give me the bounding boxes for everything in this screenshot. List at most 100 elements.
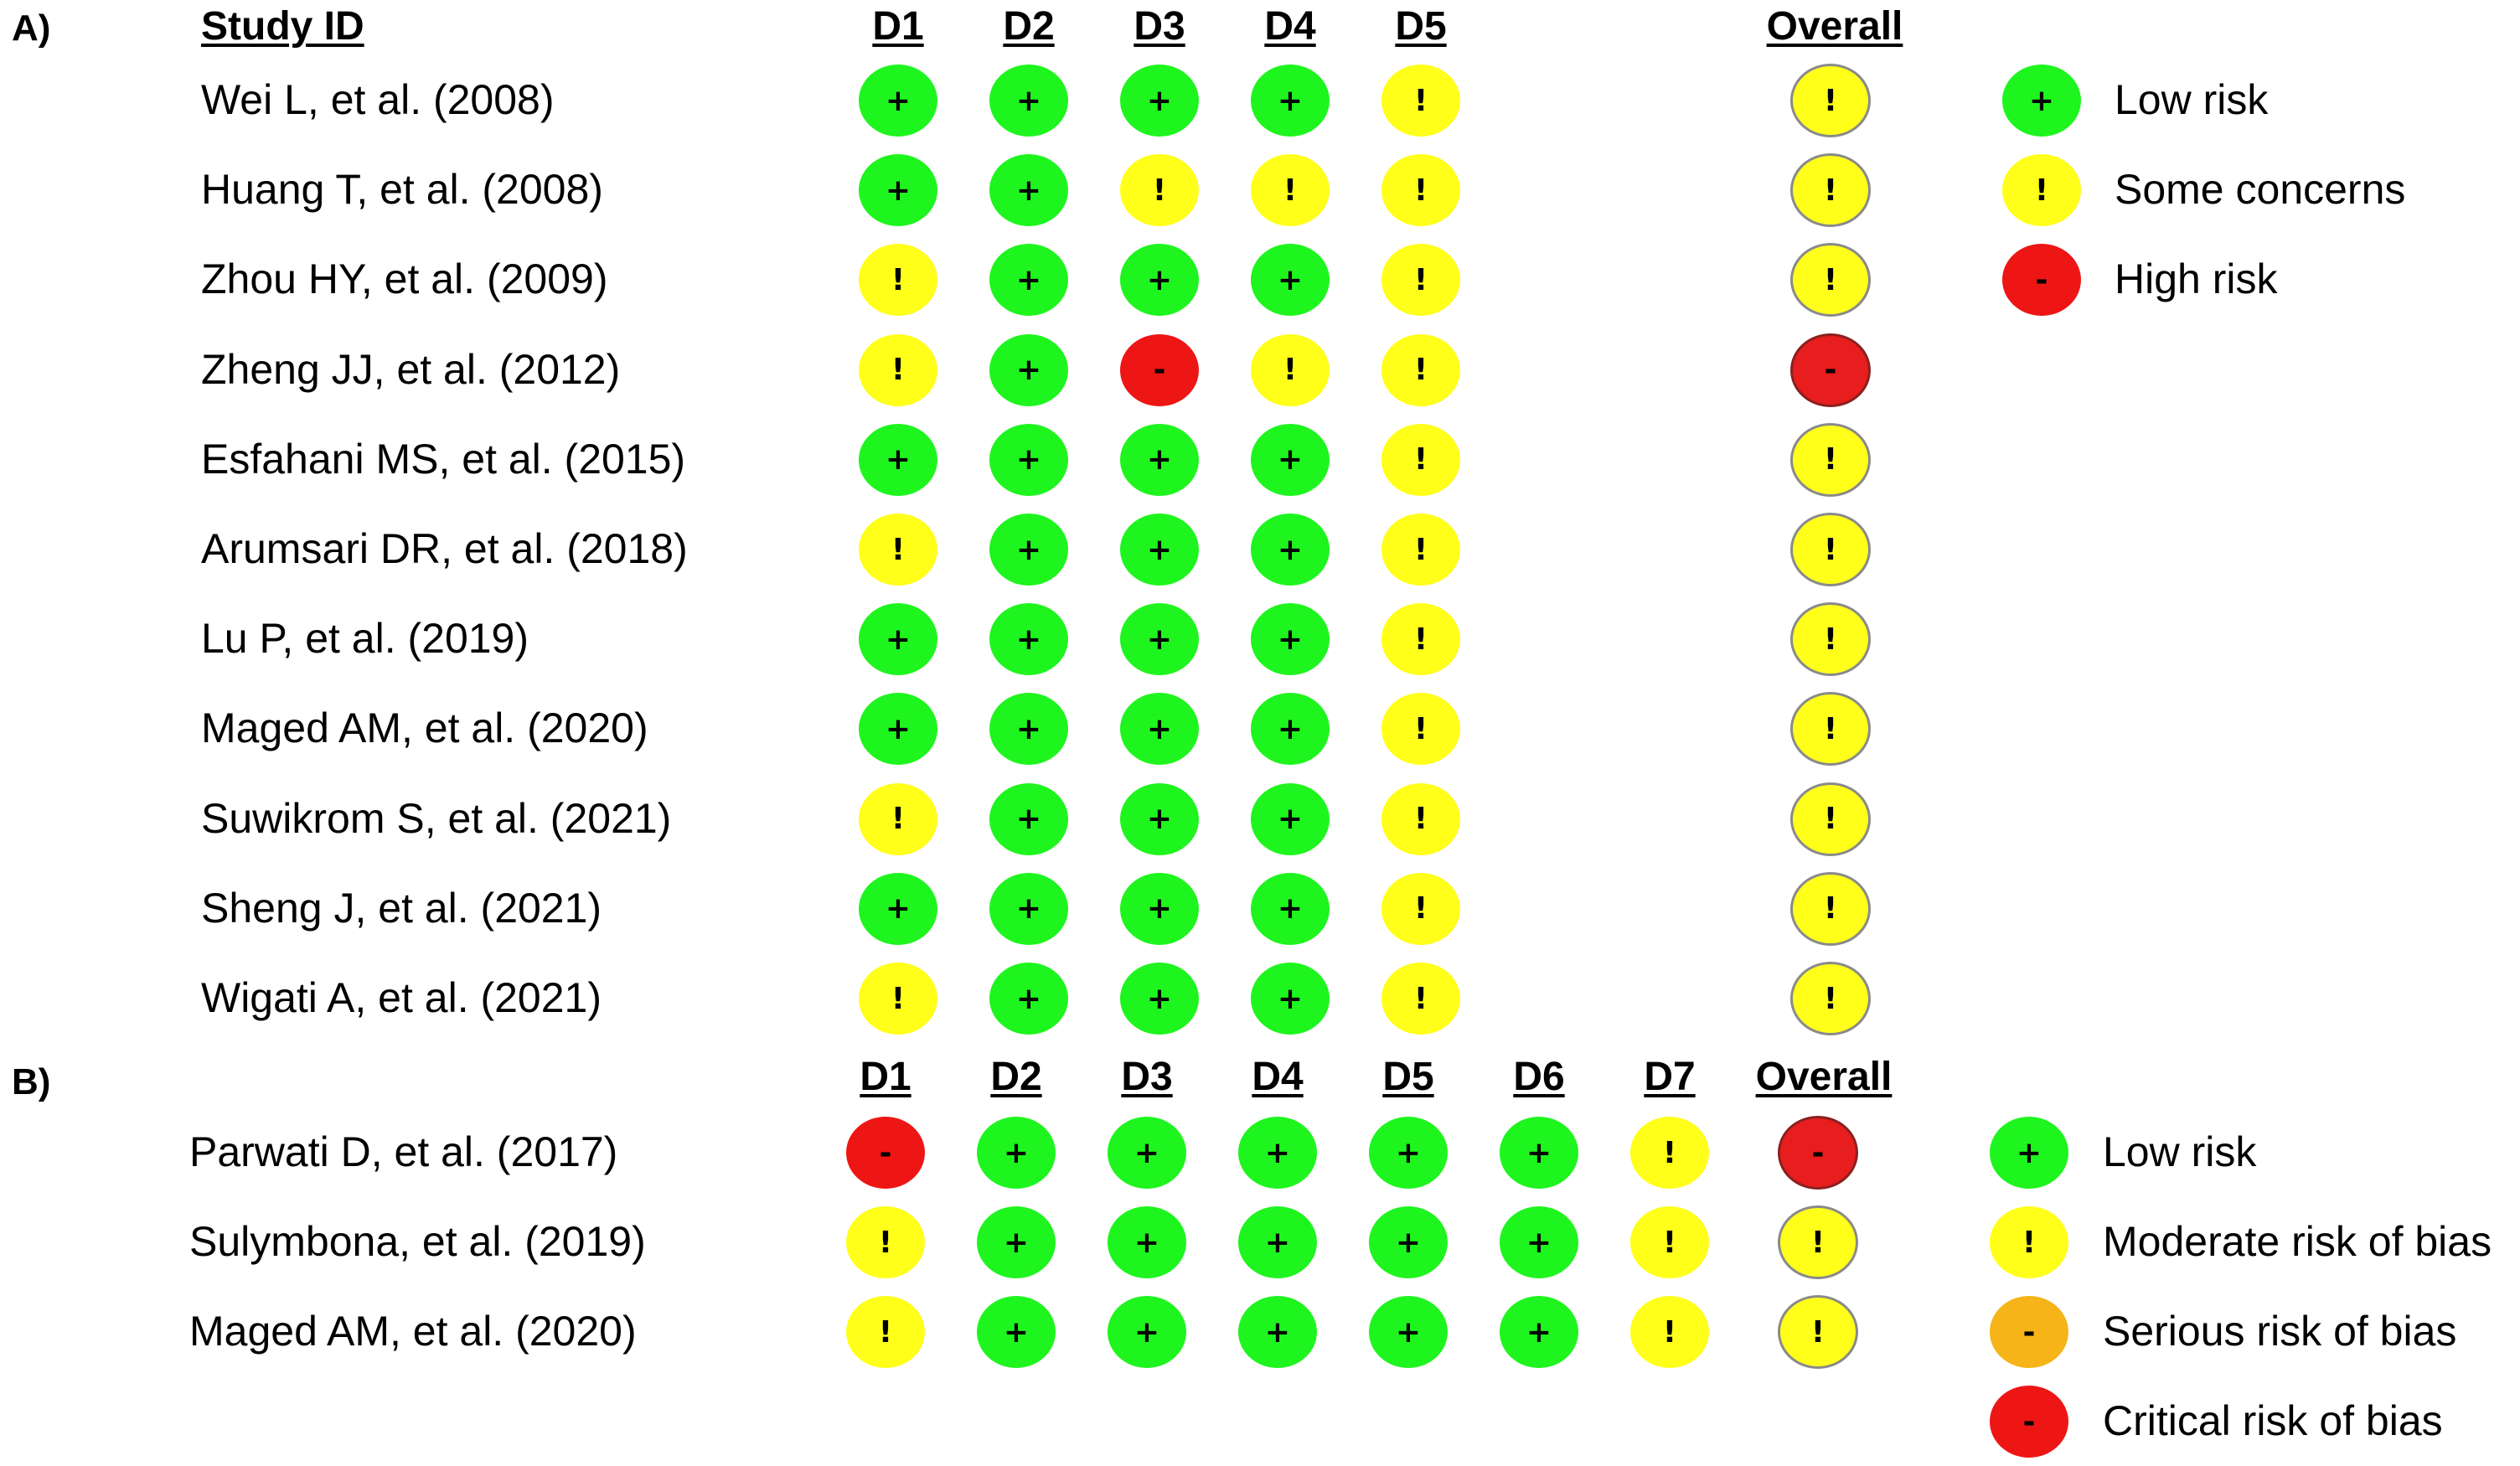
legend-a-label: Low risk xyxy=(2115,76,2269,123)
domain-header-a-5: D5 xyxy=(1395,4,1447,49)
low-risk-dot: + xyxy=(989,65,1068,137)
some-concerns-dot: ! xyxy=(1251,333,1330,406)
low-risk-dot: + xyxy=(1120,963,1199,1035)
low-risk-dot: + xyxy=(989,154,1068,227)
low-risk-dot: + xyxy=(989,782,1068,855)
some-concerns-dot: ! xyxy=(1120,154,1199,227)
legend-a-label: Some concerns xyxy=(2115,166,2406,213)
some-concerns-dot: ! xyxy=(859,333,937,406)
overall-high-risk-dot: - xyxy=(1778,1116,1858,1190)
low-risk-dot: + xyxy=(1251,244,1330,317)
some-concerns-dot: ! xyxy=(1251,154,1330,227)
low-risk-dot: + xyxy=(1120,872,1199,945)
low-risk-dot: + xyxy=(989,333,1068,406)
low-risk-dot: + xyxy=(989,244,1068,317)
low-risk-dot: + xyxy=(977,1296,1056,1368)
domain-header-b-7: D7 xyxy=(1644,1055,1696,1099)
panel-a-label: A) xyxy=(12,8,51,49)
some-concerns-dot: ! xyxy=(1381,423,1460,496)
low-risk-dot: + xyxy=(989,963,1068,1035)
overall-some-concerns-dot: ! xyxy=(1790,513,1871,586)
low-risk-dot: + xyxy=(859,154,937,227)
low-risk-dot: + xyxy=(989,514,1068,586)
low-risk-dot: + xyxy=(1500,1206,1578,1278)
low-risk-dot: + xyxy=(989,693,1068,766)
some-concerns-dot: ! xyxy=(1381,514,1460,586)
overall-some-concerns-dot: ! xyxy=(1790,962,1871,1035)
some-concerns-dot: ! xyxy=(859,782,937,855)
low-risk-dot: + xyxy=(1120,423,1199,496)
low-risk-dot: + xyxy=(1369,1117,1448,1189)
overall-some-concerns-dot: ! xyxy=(1790,602,1871,677)
low-risk-dot: + xyxy=(1120,65,1199,137)
some-concerns-dot: ! xyxy=(859,963,937,1035)
legend-b-label: Critical risk of bias xyxy=(2103,1397,2443,1444)
study-name: Maged AM, et al. (2020) xyxy=(201,705,648,752)
domain-header-b-5: D5 xyxy=(1382,1055,1434,1099)
domain-header-b-1: D1 xyxy=(860,1055,911,1099)
study-name: Zhou HY, et al. (2009) xyxy=(201,256,608,303)
low-risk-dot: + xyxy=(1500,1117,1578,1189)
overall-some-concerns-dot: ! xyxy=(1790,782,1871,856)
low-risk-dot: + xyxy=(1369,1296,1448,1368)
some-concerns-dot: ! xyxy=(846,1206,925,1278)
low-risk-dot: + xyxy=(1108,1296,1186,1368)
low-risk-dot: + xyxy=(989,603,1068,676)
study-name: Parwati D, et al. (2017) xyxy=(189,1128,618,1175)
domain-header-b-6: D6 xyxy=(1513,1055,1565,1099)
some-concerns-dot: ! xyxy=(1381,872,1460,945)
overall-some-concerns-dot: ! xyxy=(1790,422,1871,497)
legend-b-label: Low risk xyxy=(2103,1128,2257,1175)
low-risk-dot: + xyxy=(1251,782,1330,855)
high-risk-dot: - xyxy=(1120,333,1199,406)
overall-header-b: Overall xyxy=(1755,1055,1893,1099)
some-concerns-dot: ! xyxy=(1381,782,1460,855)
low-risk-dot: + xyxy=(977,1117,1056,1189)
low-risk-dot: + xyxy=(1120,693,1199,766)
study-name: Sheng J, et al. (2021) xyxy=(201,884,602,932)
study-name: Zheng JJ, et al. (2012) xyxy=(201,345,621,393)
low-risk-dot: + xyxy=(1251,603,1330,676)
legend-b-high-risk-dot: - xyxy=(1990,1386,2068,1458)
legend-a-low-risk-dot: + xyxy=(2002,65,2081,137)
study-name: Sulymbona, et al. (2019) xyxy=(189,1218,646,1265)
some-concerns-dot: ! xyxy=(1381,603,1460,676)
study-id-header: Study ID xyxy=(201,4,364,49)
overall-header-a: Overall xyxy=(1766,4,1903,49)
low-risk-dot: + xyxy=(1108,1206,1186,1278)
legend-b-serious-risk-dot: - xyxy=(1990,1296,2068,1368)
study-name: Maged AM, et al. (2020) xyxy=(189,1308,637,1355)
low-risk-dot: + xyxy=(1108,1117,1186,1189)
overall-some-concerns-dot: ! xyxy=(1790,692,1871,767)
overall-some-concerns-dot: ! xyxy=(1790,153,1871,228)
overall-some-concerns-dot: ! xyxy=(1790,243,1871,317)
low-risk-dot: + xyxy=(859,872,937,945)
some-concerns-dot: ! xyxy=(1630,1296,1709,1368)
low-risk-dot: + xyxy=(1251,65,1330,137)
legend-b-label: Serious risk of bias xyxy=(2103,1308,2457,1355)
low-risk-dot: + xyxy=(859,65,937,137)
legend-b-label: Moderate risk of bias xyxy=(2103,1218,2492,1265)
some-concerns-dot: ! xyxy=(1381,333,1460,406)
study-name: Huang T, et al. (2008) xyxy=(201,166,603,214)
low-risk-dot: + xyxy=(1238,1206,1317,1278)
low-risk-dot: + xyxy=(1120,514,1199,586)
overall-some-concerns-dot: ! xyxy=(1778,1295,1858,1369)
low-risk-dot: + xyxy=(1251,872,1330,945)
low-risk-dot: + xyxy=(977,1206,1056,1278)
low-risk-dot: + xyxy=(1120,244,1199,317)
legend-a-some-concerns-dot: ! xyxy=(2002,154,2081,226)
some-concerns-dot: ! xyxy=(1381,244,1460,317)
study-name: Suwikrom S, et al. (2021) xyxy=(201,794,672,842)
overall-some-concerns-dot: ! xyxy=(1778,1205,1858,1279)
some-concerns-dot: ! xyxy=(1630,1117,1709,1189)
some-concerns-dot: ! xyxy=(1381,693,1460,766)
study-name: Arumsari DR, et al. (2018) xyxy=(201,525,688,572)
domain-header-b-3: D3 xyxy=(1121,1055,1173,1099)
high-risk-dot: - xyxy=(846,1117,925,1189)
some-concerns-dot: ! xyxy=(859,244,937,317)
low-risk-dot: + xyxy=(859,603,937,676)
low-risk-dot: + xyxy=(1238,1296,1317,1368)
domain-header-a-4: D4 xyxy=(1264,4,1316,49)
study-name: Wei L, et al. (2008) xyxy=(201,76,555,123)
